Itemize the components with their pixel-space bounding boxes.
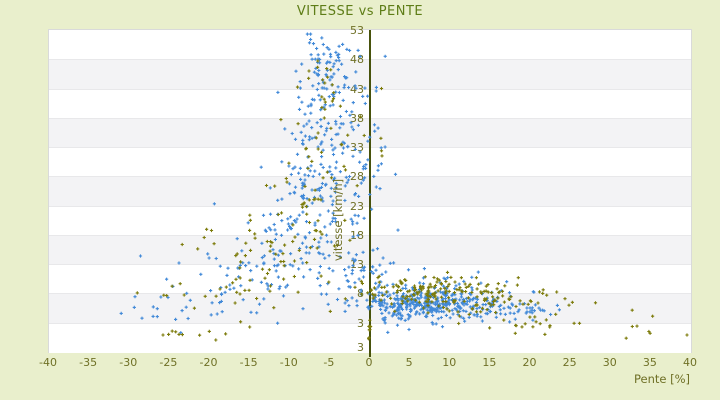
y-edge-label: 3 xyxy=(357,341,364,354)
x-tick-label: 5 xyxy=(405,356,413,369)
x-tick-label: 10 xyxy=(442,356,457,369)
y-tick-label: 3 xyxy=(357,316,364,330)
x-tick-label: -15 xyxy=(239,356,258,369)
x-tick-label: 35 xyxy=(642,356,657,369)
chart-title: VITESSE vs PENTE xyxy=(296,4,424,19)
x-tick-label: -10 xyxy=(279,356,298,369)
plot-area: 53 48 43 38 33 28 23 18 13 8 3 3 xyxy=(48,24,692,357)
vitesse-serie-olive xyxy=(135,59,689,342)
y-tick-label: 28 xyxy=(350,170,364,184)
x-tick-label: 30 xyxy=(602,356,617,369)
y-axis-title: vitesse [km/h] xyxy=(331,178,345,262)
x-tick-label: 25 xyxy=(562,356,577,369)
x-tick-label: -30 xyxy=(119,356,138,369)
x-tick-label: 40 xyxy=(683,356,697,369)
x-tick-label: -20 xyxy=(199,356,218,369)
y-tick-label: 38 xyxy=(350,111,364,125)
x-tick-label: -5 xyxy=(323,356,335,369)
x-tick-label: -40 xyxy=(39,356,57,369)
scatter-canvas xyxy=(119,32,689,342)
x-tick-label: 15 xyxy=(482,356,497,369)
vitesse-serie-bleue xyxy=(119,32,561,335)
x-tick-label: 20 xyxy=(522,356,537,369)
x-tick-label: -35 xyxy=(79,356,98,369)
x-tick-label: -25 xyxy=(159,356,178,369)
x-tick-label: 0 xyxy=(365,356,373,369)
x-axis-title: Pente [%] xyxy=(633,372,690,386)
y-tick-label: 23 xyxy=(350,199,364,213)
y-tick-label: 53 xyxy=(350,24,364,37)
